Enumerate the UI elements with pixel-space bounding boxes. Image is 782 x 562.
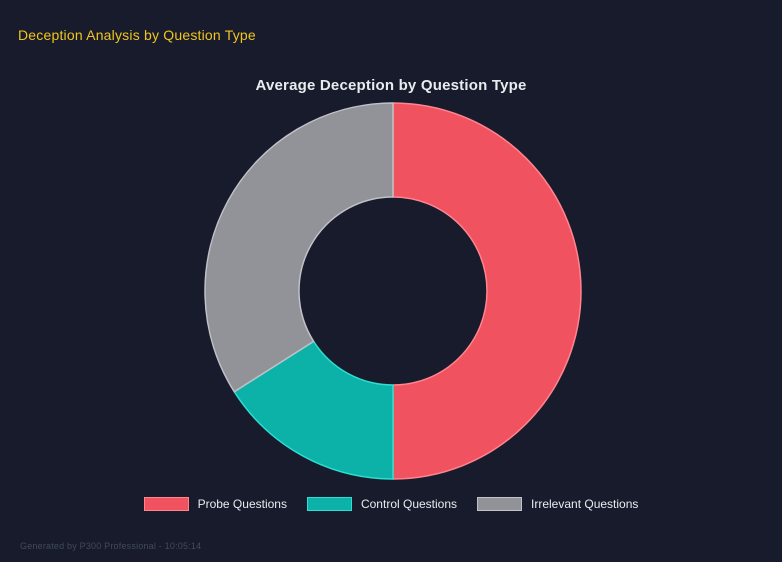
legend-swatch [306, 497, 352, 511]
legend-item-control-questions[interactable]: Control Questions [306, 497, 458, 511]
legend-item-irrelevant-questions[interactable]: Irrelevant Questions [477, 497, 638, 511]
legend-item-probe-questions[interactable]: Probe Questions [143, 497, 287, 511]
donut-segment-irrelevant-questions[interactable] [204, 102, 394, 393]
donut-segment-probe-questions[interactable] [392, 102, 582, 480]
page-title: Deception Analysis by Question Type [18, 27, 256, 43]
legend-label: Control Questions [360, 497, 458, 511]
legend-swatch [143, 497, 189, 511]
donut-segment-control-questions[interactable] [233, 340, 394, 480]
chart-legend: Probe Questions Control Questions Irreleva… [0, 497, 782, 511]
legend-swatch [477, 497, 523, 511]
legend-label: Irrelevant Questions [531, 497, 639, 511]
chart-title: Average Deception by Question Type [255, 77, 527, 94]
footer-note: Generated by P300 Professional - 10:05:1… [20, 541, 202, 551]
donut-chart[interactable] [197, 95, 589, 487]
legend-label: Probe Questions [197, 497, 287, 511]
